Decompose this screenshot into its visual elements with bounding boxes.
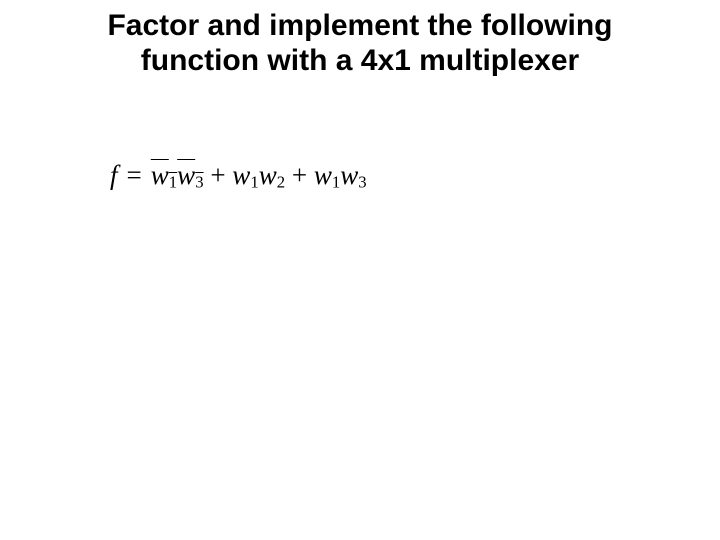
var-subscript: 3 bbox=[358, 173, 366, 192]
not-w3-var: w3 bbox=[177, 160, 203, 190]
var-symbol: w bbox=[232, 160, 250, 190]
var-symbol: w bbox=[340, 160, 358, 190]
var-symbol: w bbox=[151, 160, 169, 190]
var-subscript: 3 bbox=[195, 173, 203, 192]
lhs-var: f bbox=[110, 160, 118, 190]
slide: Factor and implement the following funct… bbox=[0, 0, 720, 540]
w2-var: w2 bbox=[259, 160, 285, 190]
w1-var: w1 bbox=[232, 160, 258, 190]
w1-var: w1 bbox=[314, 160, 340, 190]
var-subscript: 1 bbox=[332, 173, 340, 192]
var-subscript: 2 bbox=[277, 173, 285, 192]
slide-title: Factor and implement the following funct… bbox=[0, 8, 720, 79]
var-symbol: w bbox=[259, 160, 277, 190]
var-subscript: 1 bbox=[250, 173, 258, 192]
equals-sign: = bbox=[127, 160, 142, 190]
plus-op: + bbox=[210, 160, 225, 190]
var-symbol: w bbox=[177, 160, 195, 190]
equation: f = w1w3 + w1w2 + w1w3 bbox=[110, 160, 367, 193]
var-subscript: 1 bbox=[169, 173, 177, 192]
plus-op: + bbox=[292, 160, 307, 190]
w3-var: w3 bbox=[340, 160, 366, 190]
not-w1-var: w1 bbox=[151, 160, 177, 190]
var-symbol: w bbox=[314, 160, 332, 190]
